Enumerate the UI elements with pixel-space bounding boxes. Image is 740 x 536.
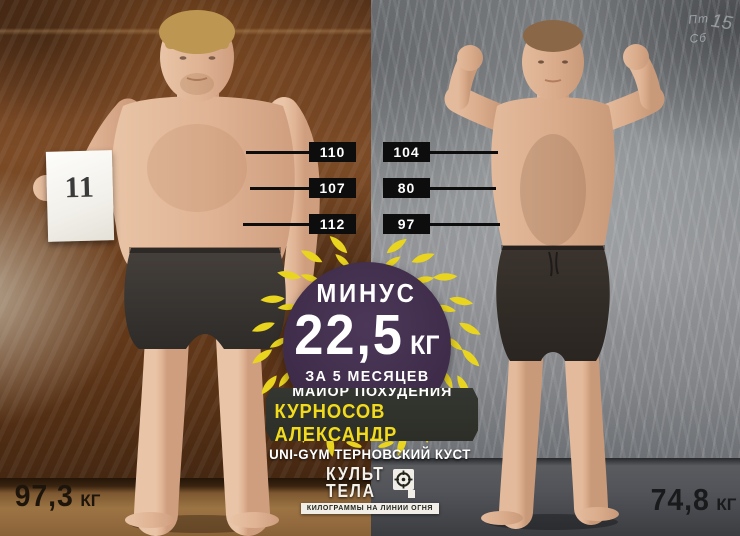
number-sign: 11 (45, 150, 115, 242)
gym-label: UNI-GYM ТЕРНОВСКИЙ КУСТ (269, 446, 471, 462)
measurement-after: 104 (383, 142, 430, 162)
after-figure (444, 20, 665, 530)
callout-line (243, 223, 309, 226)
badge-amount: 22,5 (294, 303, 404, 367)
measurement-before: 112 (309, 214, 356, 234)
crosshair-icon (393, 469, 416, 499)
measurement-before: 110 (309, 142, 356, 162)
logo-word-1: КУЛЬТ (325, 464, 385, 484)
before-figure (33, 10, 320, 536)
weight-before-unit: КГ (80, 491, 101, 510)
measurement-before: 107 (309, 178, 356, 198)
ribbon-title: МАЙОР ПОХУДЕНИЯ (291, 382, 453, 400)
weight-before-value: 97,3 (14, 478, 74, 513)
callout-line (250, 187, 309, 190)
badge-amount-row: 22,5 КГ (294, 307, 439, 364)
callout-line (430, 187, 496, 190)
callout-line (430, 151, 498, 154)
weight-before: 97,3 КГ (12, 478, 101, 514)
weight-after-unit: КГ (716, 495, 737, 514)
gray-floor (371, 458, 740, 536)
ribbon-name: КУРНОСОВ АЛЕКСАНДР (274, 400, 398, 446)
logo-word-2: ТЕЛА (325, 481, 376, 502)
badge-period: ЗА 5 МЕСЯЦЕВ (304, 368, 430, 385)
measurement-after: 80 (383, 178, 430, 198)
measurement-after: 97 (383, 214, 430, 234)
weight-after: 74,8 КГ (648, 482, 737, 518)
callout-line (246, 151, 309, 154)
brand-logo: КУЛЬТ ТЕЛА КИЛОГРАММЫ НА ЛИНИИ ОГНЯ (285, 464, 455, 515)
callout-line (430, 223, 500, 226)
weight-after-value: 74,8 (650, 482, 710, 517)
name-ribbon: МАЙОР ПОХУДЕНИЯ КУРНОСОВ АЛЕКСАНДР (266, 388, 478, 441)
badge-minus-label: МИНУС (316, 278, 418, 308)
sign-number: 11 (64, 170, 96, 205)
badge-unit: КГ (410, 330, 440, 360)
logo-tagline: КИЛОГРАММЫ НА ЛИНИИ ОГНЯ (300, 503, 440, 515)
